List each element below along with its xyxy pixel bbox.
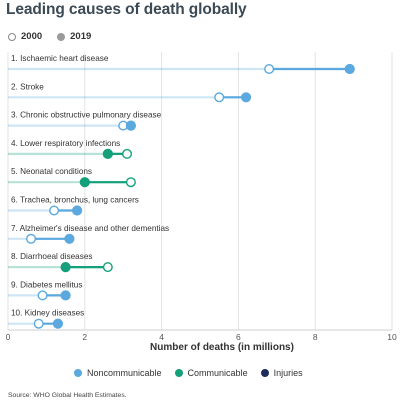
point-2019 bbox=[102, 148, 113, 159]
point-2000 bbox=[264, 63, 275, 74]
x-axis-label: Number of deaths (in millions) bbox=[150, 342, 294, 353]
x-tick-label: 4 bbox=[159, 332, 164, 342]
injuries-dot-icon bbox=[260, 369, 269, 377]
point-2000 bbox=[37, 290, 48, 301]
x-tick-label: 6 bbox=[236, 332, 241, 342]
point-2000 bbox=[33, 318, 44, 329]
point-2019 bbox=[64, 233, 75, 244]
x-tick-label: 8 bbox=[313, 332, 318, 342]
point-2019 bbox=[79, 177, 90, 188]
noncommunicable-dot-icon bbox=[74, 369, 82, 377]
legend-item-noncommunicable: Noncommunicable bbox=[74, 368, 162, 378]
legend-item-2019: 2019 bbox=[57, 31, 91, 42]
point-2019 bbox=[344, 63, 355, 75]
x-tick-label: 10 bbox=[387, 332, 397, 342]
point-2019 bbox=[125, 120, 136, 131]
source-note: Source: WHO Global Health Estimates. bbox=[8, 392, 127, 399]
legend-item-injuries: Injuries bbox=[260, 368, 303, 378]
point-2019 bbox=[60, 262, 71, 273]
cause-label: 2. Stroke bbox=[11, 82, 44, 91]
point-2019 bbox=[72, 205, 83, 216]
legend-label-noncommunicable: Noncommunicable bbox=[87, 368, 162, 378]
point-2000 bbox=[125, 177, 136, 188]
x-tick-label: 0 bbox=[6, 332, 11, 342]
open-circle-icon bbox=[8, 32, 16, 41]
cause-label: 1. Ischaemic heart disease bbox=[11, 54, 109, 63]
cause-label: 10. Kidney diseases bbox=[11, 309, 84, 318]
point-2000 bbox=[102, 262, 113, 273]
cause-label: 4. Lower respiratory infections bbox=[11, 139, 120, 148]
legend-label-2019: 2019 bbox=[70, 31, 92, 42]
legend-label-2000: 2000 bbox=[21, 31, 43, 42]
legend-item-communicable: Communicable bbox=[174, 368, 248, 378]
cause-label: 5. Neonatal conditions bbox=[11, 167, 92, 176]
point-2000 bbox=[49, 205, 60, 216]
communicable-dot-icon bbox=[174, 369, 183, 377]
point-2000 bbox=[214, 92, 225, 103]
point-2000 bbox=[26, 233, 37, 244]
cause-label: 3. Chronic obstructive pulmonary disease bbox=[11, 111, 162, 120]
category-legend: Noncommunicable Communicable Injuries bbox=[74, 368, 316, 378]
point-2019 bbox=[240, 92, 252, 103]
cause-label: 7. Alzheimer's disease and other dementi… bbox=[11, 224, 169, 233]
legend-item-2000: 2000 bbox=[8, 31, 42, 42]
legend-label-communicable: Communicable bbox=[187, 368, 248, 378]
cause-label: 8. Diarrhoeal diseases bbox=[11, 252, 92, 261]
cause-label: 6. Trachea, bronchus, lung cancers bbox=[11, 196, 139, 205]
filled-circle-icon bbox=[57, 32, 66, 41]
cause-label: 9. Diabetes mellitus bbox=[11, 280, 82, 289]
year-legend: 2000 2019 bbox=[8, 31, 106, 42]
chart-title: Leading causes of death globally bbox=[6, 1, 247, 18]
legend-label-injuries: Injuries bbox=[273, 368, 303, 378]
point-2019 bbox=[52, 318, 64, 329]
point-2019 bbox=[60, 290, 71, 301]
x-tick-label: 2 bbox=[82, 332, 87, 342]
point-2000 bbox=[122, 148, 133, 159]
